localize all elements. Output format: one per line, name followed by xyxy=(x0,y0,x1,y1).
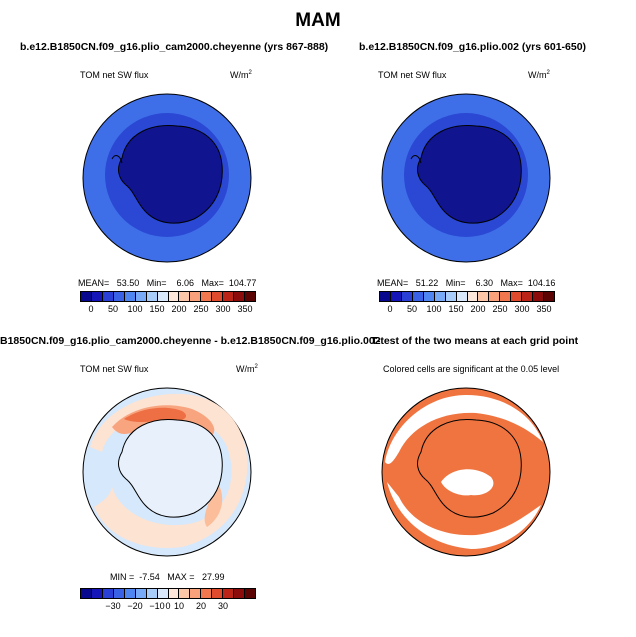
colorbar-swatch xyxy=(157,589,169,598)
colorbar-tick-label: 100 xyxy=(127,304,143,314)
panel-1-units: W/m2 xyxy=(230,70,252,80)
panel-3-units: W/m2 xyxy=(236,364,258,374)
colorbar-swatch xyxy=(456,292,468,301)
colorbar-swatch xyxy=(245,589,255,598)
figure-title: MAM xyxy=(295,10,341,31)
colorbar-swatch xyxy=(135,292,147,301)
colorbar-swatch xyxy=(234,589,246,598)
colorbar-tick-label: 350 xyxy=(237,304,253,314)
colorbar-swatch xyxy=(500,292,512,301)
panel-1-colorbar xyxy=(80,291,256,302)
colorbar-swatch xyxy=(113,589,125,598)
colorbar-swatch xyxy=(434,292,446,301)
colorbar-tick-label: 50 xyxy=(406,304,418,314)
panel-3-colorbar xyxy=(80,588,256,599)
panel-1-stats: MEAN= 53.50 Min= 6.06 Max= 104.77 xyxy=(78,278,257,288)
colorbar-swatch xyxy=(102,589,114,598)
colorbar-tick-label: 200 xyxy=(171,304,187,314)
colorbar-swatch xyxy=(179,589,191,598)
colorbar-tick-label: 0 xyxy=(387,304,393,314)
colorbar-swatch xyxy=(212,292,224,301)
panel-3-map xyxy=(82,387,252,557)
colorbar-tick-label: 0 xyxy=(88,304,94,314)
colorbar-tick-label: 250 xyxy=(492,304,508,314)
colorbar-swatch xyxy=(223,589,235,598)
colorbar-swatch xyxy=(522,292,534,301)
colorbar-swatch xyxy=(445,292,457,301)
panel-2-map xyxy=(381,93,551,263)
colorbar-swatch xyxy=(380,292,391,301)
panel-2-units: W/m2 xyxy=(528,70,550,80)
colorbar-tick-label: −30 xyxy=(105,601,121,611)
colorbar-swatch xyxy=(533,292,545,301)
panel-3-colorbar-ticks: −30 −20 −10 0 10 20 30 xyxy=(80,601,256,613)
colorbar-swatch xyxy=(489,292,501,301)
colorbar-tick-label: 50 xyxy=(107,304,119,314)
panel-4-title: T-test of the two means at each grid poi… xyxy=(371,335,579,347)
colorbar-tick-label: 150 xyxy=(149,304,165,314)
colorbar-swatch xyxy=(124,292,136,301)
colorbar-tick-label: 100 xyxy=(426,304,442,314)
colorbar-swatch xyxy=(91,292,103,301)
colorbar-tick-label: −20 xyxy=(127,601,143,611)
colorbar-tick-label: 300 xyxy=(514,304,530,314)
colorbar-tick-label: 300 xyxy=(215,304,231,314)
colorbar-swatch xyxy=(223,292,235,301)
colorbar-tick-label: 250 xyxy=(193,304,209,314)
colorbar-swatch xyxy=(412,292,424,301)
colorbar-tick-label: 200 xyxy=(470,304,486,314)
colorbar-swatch xyxy=(135,589,147,598)
colorbar-swatch xyxy=(146,589,158,598)
colorbar-tick-label: 350 xyxy=(536,304,552,314)
colorbar-swatch xyxy=(113,292,125,301)
colorbar-swatch xyxy=(146,292,158,301)
colorbar-swatch xyxy=(467,292,479,301)
colorbar-tick-label: 0 xyxy=(165,601,171,611)
panel-2-variable: TOM net SW flux xyxy=(378,70,447,80)
colorbar-swatch xyxy=(91,589,103,598)
panel-1-variable: TOM net SW flux xyxy=(80,70,149,80)
colorbar-swatch xyxy=(124,589,136,598)
colorbar-swatch xyxy=(190,292,202,301)
colorbar-tick-label: 30 xyxy=(217,601,229,611)
colorbar-swatch xyxy=(157,292,169,301)
colorbar-swatch xyxy=(201,589,213,598)
colorbar-swatch xyxy=(511,292,523,301)
panel-3-stats: MIN = -7.54 MAX = 27.99 xyxy=(110,572,225,582)
colorbar-swatch xyxy=(544,292,554,301)
panel-1-title: b.e12.B1850CN.f09_g16.plio_cam2000.cheye… xyxy=(20,41,329,53)
colorbar-tick-label: 20 xyxy=(195,601,207,611)
colorbar-swatch xyxy=(190,589,202,598)
colorbar-tick-label: 150 xyxy=(448,304,464,314)
colorbar-swatch xyxy=(102,292,114,301)
panel-2-colorbar-ticks: 0 50 100 150 200 250 300 350 xyxy=(379,304,555,316)
colorbar-swatch xyxy=(201,292,213,301)
panel-4-note: Colored cells are significant at the 0.0… xyxy=(383,364,560,374)
colorbar-swatch xyxy=(81,292,92,301)
panel-1-map xyxy=(82,93,252,263)
colorbar-swatch xyxy=(234,292,246,301)
panel-2-title: b.e12.B1850CN.f09_g16.plio.002 (yrs 601-… xyxy=(359,41,587,53)
colorbar-swatch xyxy=(245,292,255,301)
colorbar-swatch xyxy=(81,589,92,598)
colorbar-swatch xyxy=(179,292,191,301)
panel-4-map xyxy=(381,387,551,557)
colorbar-swatch xyxy=(478,292,490,301)
panel-2-colorbar xyxy=(379,291,555,302)
colorbar-swatch xyxy=(212,589,224,598)
panel-3-title: B1850CN.f09_g16.plio_cam2000.cheyenne - … xyxy=(0,335,381,347)
panel-1-colorbar-ticks: 0 50 100 150 200 250 300 350 xyxy=(80,304,256,316)
colorbar-swatch xyxy=(168,292,180,301)
colorbar-swatch xyxy=(423,292,435,301)
colorbar-swatch xyxy=(390,292,402,301)
colorbar-swatch xyxy=(168,589,180,598)
panel-3-variable: TOM net SW flux xyxy=(80,364,149,374)
colorbar-swatch xyxy=(401,292,413,301)
colorbar-tick-label: −10 xyxy=(149,601,165,611)
panel-2-stats: MEAN= 51.22 Min= 6.30 Max= 104.16 xyxy=(377,278,556,288)
colorbar-tick-label: 10 xyxy=(173,601,185,611)
